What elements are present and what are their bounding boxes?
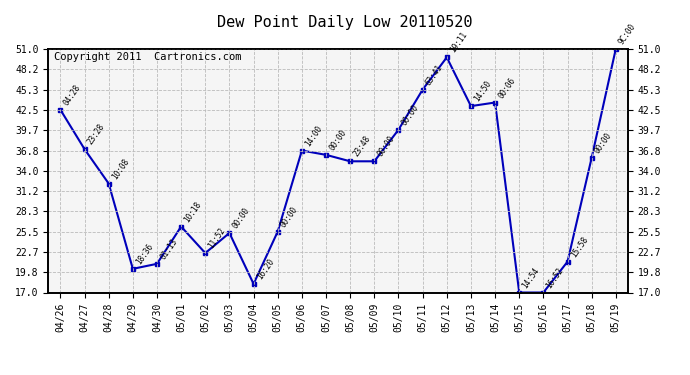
Text: Dew Point Daily Low 20110520: Dew Point Daily Low 20110520 [217, 15, 473, 30]
Text: 14:54: 14:54 [521, 266, 541, 290]
Text: 10:18: 10:18 [183, 200, 203, 224]
Text: 04:28: 04:28 [62, 83, 82, 107]
Text: 00:00: 00:00 [400, 103, 420, 127]
Text: 11:52: 11:52 [207, 226, 227, 250]
Text: 19:11: 19:11 [448, 30, 469, 55]
Text: 00:06: 00:06 [497, 76, 517, 100]
Text: 23:48: 23:48 [352, 134, 372, 159]
Text: 00:00: 00:00 [279, 205, 299, 229]
Text: 63:41: 63:41 [424, 63, 444, 87]
Text: 10:08: 10:08 [110, 157, 130, 181]
Text: Copyright 2011  Cartronics.com: Copyright 2011 Cartronics.com [54, 53, 241, 62]
Text: 00:00: 00:00 [376, 134, 396, 159]
Text: 01:13: 01:13 [159, 237, 179, 261]
Text: 00:00: 00:00 [328, 128, 348, 152]
Text: 9C:00: 9C:00 [618, 22, 638, 46]
Text: 18:36: 18:36 [135, 242, 155, 266]
Text: 00:00: 00:00 [593, 131, 613, 155]
Text: 16:20: 16:20 [255, 257, 275, 281]
Text: 14:50: 14:50 [473, 79, 493, 104]
Text: 15:58: 15:58 [569, 235, 589, 259]
Text: 00:00: 00:00 [231, 206, 251, 230]
Text: 14:00: 14:00 [304, 124, 324, 148]
Text: 16:52: 16:52 [545, 266, 565, 290]
Text: 23:28: 23:28 [86, 122, 106, 146]
